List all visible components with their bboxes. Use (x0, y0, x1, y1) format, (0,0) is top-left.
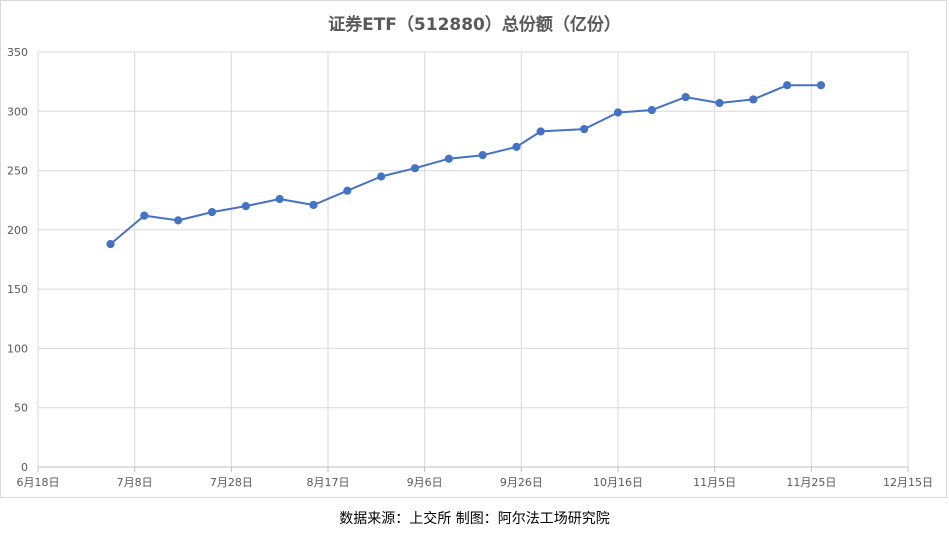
y-tick-label: 200 (7, 224, 28, 237)
x-tick-label: 12月15日 (883, 476, 933, 489)
data-point (140, 211, 149, 220)
data-point (207, 207, 217, 217)
data-point (275, 194, 284, 204)
y-tick-label: 50 (14, 402, 28, 415)
x-tick-label: 9月26日 (500, 476, 543, 489)
x-tick-label: 7月28日 (210, 476, 253, 489)
data-point (512, 142, 521, 151)
data-point (410, 164, 420, 173)
source-note: 数据来源：上交所 制图：阿尔法工场研究院 (339, 511, 610, 527)
x-tick-label: 8月17日 (307, 476, 350, 489)
x-tick-label: 11月5日 (693, 476, 736, 489)
x-tick-label: 6月18日 (17, 476, 60, 489)
chart-title: 证券ETF（512880）总份额（亿份） (328, 15, 621, 35)
series-line (109, 84, 821, 245)
data-point (174, 216, 183, 225)
data-point (715, 98, 724, 108)
y-tick-label: 0 (21, 461, 28, 474)
x-tick-label: 11月25日 (786, 476, 836, 489)
y-tick-label: 350 (7, 46, 28, 59)
data-point (816, 81, 826, 90)
data-point (106, 239, 115, 249)
data-point (580, 124, 589, 134)
data-point (536, 127, 545, 136)
y-tick-label: 150 (7, 283, 28, 296)
data-point (241, 202, 250, 211)
data-point (343, 186, 352, 195)
data-point (444, 154, 453, 163)
x-tick-label: 10月16日 (593, 476, 643, 489)
y-tick-label: 100 (7, 342, 28, 355)
line-chart: 0 50 100 150 200 250 300 350 6月18日 7月8日 7月28日 8月17日… (7, 46, 933, 489)
data-point (613, 108, 623, 117)
x-tick-label: 7月8日 (117, 476, 153, 489)
data-point (377, 172, 386, 181)
data-point (478, 151, 487, 160)
data-point (309, 200, 318, 210)
y-tick-label: 300 (7, 105, 28, 118)
y-tick-label: 250 (7, 165, 28, 178)
data-point (681, 92, 690, 102)
data-point (783, 81, 792, 90)
data-point (647, 106, 656, 115)
x-tick-label: 9月6日 (407, 476, 443, 489)
data-point (749, 95, 758, 104)
